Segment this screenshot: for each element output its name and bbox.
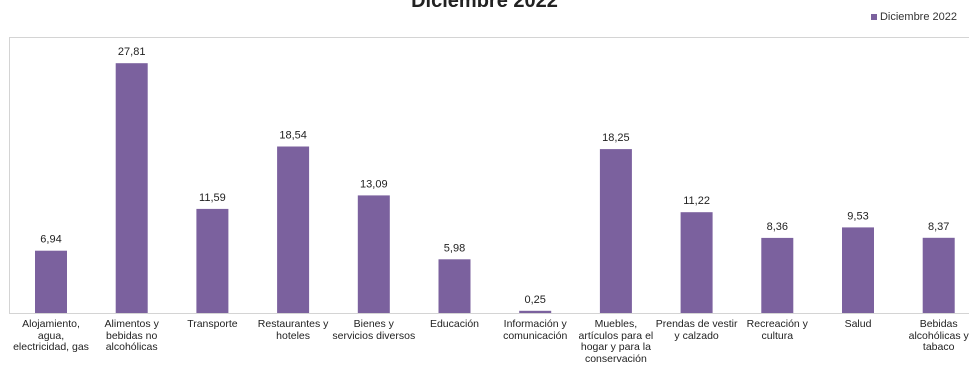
bar-value-label: 11,59 (199, 192, 226, 204)
bar-value-label: 27,81 (118, 46, 146, 58)
bar-value-label: 5,98 (444, 242, 465, 254)
category-label: Información y comunicación (503, 318, 568, 342)
bar-value-label: 0,25 (524, 294, 545, 306)
bar-value-label: 8,36 (767, 221, 788, 233)
bar (922, 237, 955, 313)
bar (680, 212, 713, 313)
category-label: Recreación y cultura (746, 318, 808, 342)
bar (196, 208, 229, 313)
category-label: Alojamiento, agua, electricidad, gas (13, 318, 89, 353)
category-label: Bebidas alcohólicas y tabaco (908, 318, 969, 353)
bar-value-label: 9,53 (847, 210, 868, 222)
bar (519, 310, 552, 313)
category-axis-labels: Alojamiento, agua, electricidad, gas Alim… (0, 318, 969, 390)
bar-value-label: 18,25 (602, 132, 630, 144)
plot-area-border (9, 37, 969, 314)
category-label: Transporte (187, 318, 238, 330)
category-label: Salud (844, 318, 872, 330)
bar (277, 146, 310, 313)
category-label: Restaurantes y hoteles (257, 318, 329, 342)
category-label: Alimentos y bebidas no alcohólicas (104, 318, 159, 353)
bar-value-label: 18,54 (279, 130, 307, 142)
bar (842, 227, 874, 313)
bar (599, 149, 632, 313)
bar (438, 259, 471, 313)
bar (115, 63, 148, 314)
category-label: Prendas de vestir y calzado (655, 318, 738, 342)
category-label: Muebles, artículos para el hogar y para … (578, 318, 654, 365)
chart-title: Diciembre 2022 (411, 0, 558, 12)
legend-swatch (870, 14, 877, 20)
category-label: Bienes y servicios diversos (332, 318, 416, 342)
bar (357, 195, 390, 313)
category-label: Educación (429, 318, 480, 330)
bar (761, 237, 794, 313)
bar-value-label: 6,94 (40, 234, 61, 246)
bar-value-label: 13,09 (360, 178, 388, 190)
legend-label: Diciembre 2022 (879, 11, 957, 23)
legend: Diciembre 2022 (870, 11, 957, 23)
bar (35, 250, 67, 313)
bar-value-label: 11,22 (683, 195, 710, 207)
bar-value-label: 8,37 (928, 221, 949, 233)
